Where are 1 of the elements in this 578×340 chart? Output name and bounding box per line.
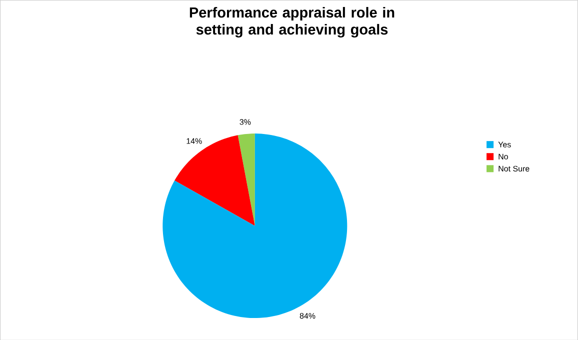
chart-title: Performance appraisal role in setting and achieving goals <box>190 6 394 38</box>
